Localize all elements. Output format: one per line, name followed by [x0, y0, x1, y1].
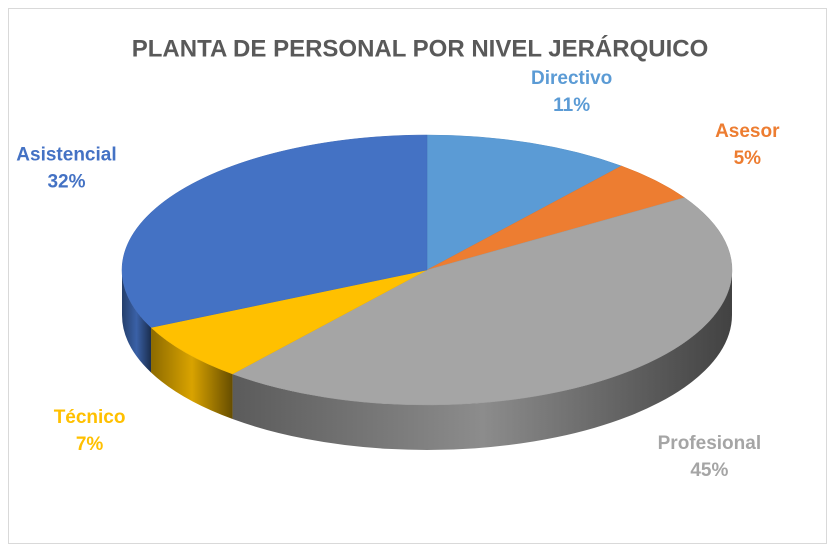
- slice-side: [122, 270, 152, 373]
- slice: [231, 197, 733, 406]
- slice-value-label: 7%: [76, 434, 104, 455]
- slice-side: [151, 327, 233, 420]
- slice-value-label: 32%: [47, 172, 85, 193]
- slice-value-label: 5%: [734, 148, 762, 169]
- slice-side: [232, 270, 732, 450]
- slice-category-label: Profesional: [658, 433, 761, 454]
- slice: [150, 269, 428, 375]
- slice-category-label: Directivo: [531, 68, 612, 89]
- slice: [426, 134, 623, 271]
- slice-category-label: Asistencial: [16, 145, 116, 166]
- slice: [121, 134, 428, 328]
- slice-category-label: Técnico: [54, 407, 126, 428]
- chart-title: PLANTA DE PERSONAL POR NIVEL JERÁRQUICO: [132, 34, 709, 62]
- slice-value-label: 11%: [553, 95, 590, 116]
- slice-category-label: Asesor: [715, 121, 780, 142]
- slice-value-label: 45%: [690, 460, 728, 481]
